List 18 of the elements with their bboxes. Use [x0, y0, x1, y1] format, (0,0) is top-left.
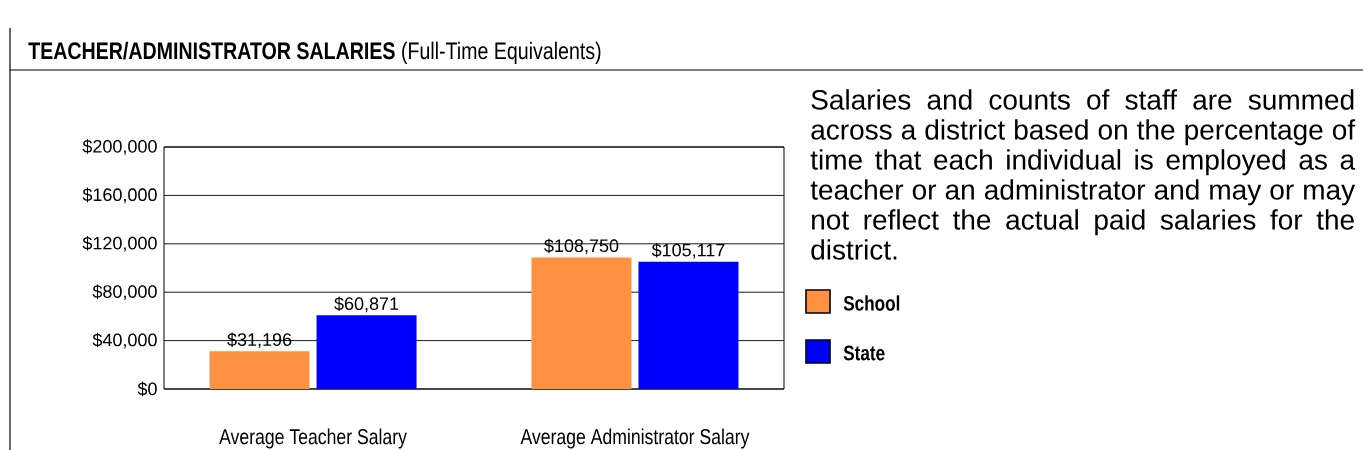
x-tick-label: Average Teacher Salary	[219, 428, 407, 449]
y-tick-label: $120,000	[82, 235, 157, 252]
y-tick-label: $40,000	[92, 332, 157, 349]
legend-label: School	[843, 295, 900, 311]
bar	[638, 261, 739, 390]
legend-label: State	[843, 345, 885, 361]
y-tick-label: $80,000	[92, 284, 157, 301]
text: Salaries and counts of staff are summed across a district based on the percentage of time that each individual is employed as a teacher or an administrator and may or may not reflect the actual paid salaries for the district.	[810, 89, 1356, 260]
y-tick-label: $200,000	[82, 139, 157, 155]
data-label: $105,117	[651, 242, 725, 259]
y-tick-label: $0	[137, 381, 157, 397]
y-tick-label: $160,000	[82, 187, 157, 204]
bar	[531, 257, 632, 390]
bar	[316, 315, 417, 390]
chart-title: TEACHER/ADMINISTRATOR SALARIES (Full-Time Equivalents)	[28, 41, 601, 64]
x-tick-label: Average Administrator Salary	[520, 428, 750, 449]
bar	[209, 351, 310, 390]
data-label: $60,871	[334, 296, 399, 313]
